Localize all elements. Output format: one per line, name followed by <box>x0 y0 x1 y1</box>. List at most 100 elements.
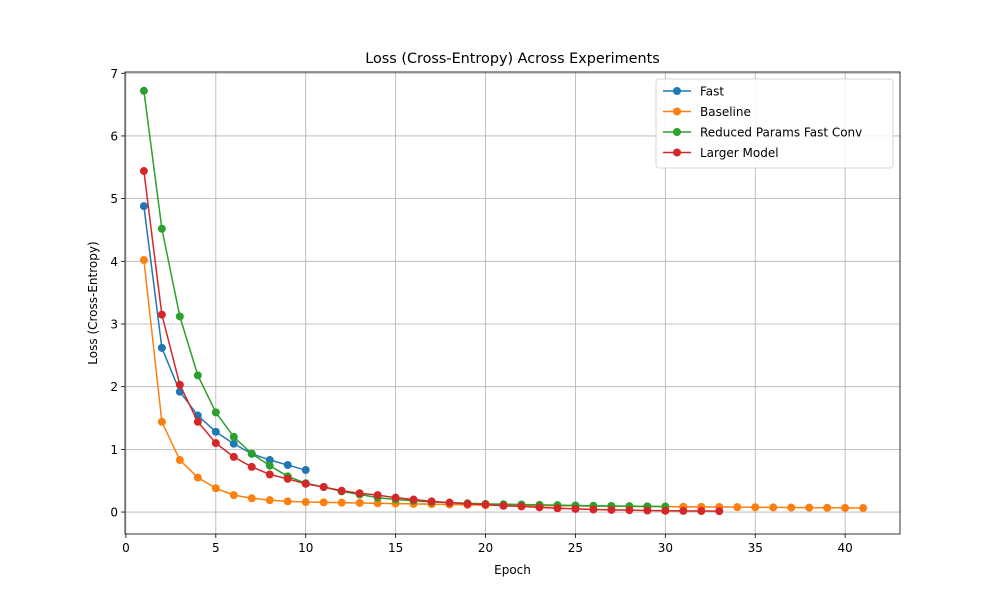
legend-entry: Reduced Params Fast Conv <box>663 125 862 139</box>
data-point <box>553 504 562 513</box>
data-point <box>193 473 202 482</box>
x-tick-label: 20 <box>478 541 493 555</box>
data-point <box>337 486 346 495</box>
data-point <box>751 503 760 512</box>
data-point <box>139 167 148 176</box>
series-layer <box>139 86 868 516</box>
legend-marker <box>673 87 681 95</box>
data-point <box>409 495 418 504</box>
x-tick-label: 40 <box>838 541 853 555</box>
legend-marker <box>673 128 681 136</box>
data-point <box>301 479 310 488</box>
data-point <box>157 224 166 233</box>
plot-area-frame <box>124 71 901 535</box>
data-point <box>247 494 256 503</box>
data-point <box>427 497 436 506</box>
data-point <box>211 408 220 417</box>
y-tick-label: 1 <box>110 443 118 457</box>
data-point <box>391 493 400 502</box>
data-point <box>157 310 166 319</box>
data-point <box>661 506 670 515</box>
data-point <box>229 452 238 461</box>
series-fast <box>139 202 310 475</box>
data-point <box>211 427 220 436</box>
y-tick-label: 3 <box>110 318 118 332</box>
legend-marker <box>673 148 681 157</box>
data-point <box>355 489 364 498</box>
data-point <box>373 491 382 500</box>
legend-box <box>655 78 894 169</box>
data-point <box>175 312 184 321</box>
x-axis-label: Epoch <box>494 563 531 577</box>
y-tick-label: 5 <box>110 192 118 206</box>
chart-title: Loss (Cross-Entropy) Across Experiments <box>365 51 660 67</box>
data-point <box>139 202 148 211</box>
data-point <box>715 507 724 516</box>
data-point <box>247 462 256 471</box>
data-point <box>211 439 220 448</box>
data-point <box>193 371 202 380</box>
data-point <box>517 502 526 511</box>
data-point <box>481 500 490 509</box>
data-point <box>301 466 310 475</box>
data-point <box>841 503 850 512</box>
y-axis-label: Loss (Cross-Entropy) <box>86 241 100 364</box>
data-point <box>139 256 148 265</box>
x-tick-label: 30 <box>658 541 673 555</box>
data-point <box>211 484 220 493</box>
series-line <box>143 206 306 471</box>
data-point <box>373 499 382 508</box>
data-point <box>139 86 148 95</box>
y-tick-label: 6 <box>110 129 118 143</box>
data-point <box>823 503 832 512</box>
x-tick-label: 25 <box>568 541 583 555</box>
data-point <box>787 503 796 512</box>
legend: Fast Baseline Reduced Params Fast Conv Larg… <box>655 78 894 169</box>
data-point <box>589 505 598 514</box>
legend-entry: Baseline <box>663 105 751 119</box>
axis-ticks: 0 5 10 15 20 25 30 35 40 0 1 2 3 4 5 6 7 <box>110 67 852 555</box>
data-point <box>265 461 274 470</box>
data-point <box>535 503 544 512</box>
data-point <box>697 507 706 516</box>
data-point <box>265 470 274 479</box>
data-point <box>247 449 256 458</box>
data-point <box>157 417 166 426</box>
data-point <box>283 474 292 483</box>
legend-label: Larger Model <box>700 146 779 160</box>
legend-label: Baseline <box>700 105 751 119</box>
data-point <box>229 432 238 441</box>
legend-label: Fast <box>700 84 724 98</box>
data-point <box>607 505 616 514</box>
data-point <box>265 456 274 465</box>
y-tick-label: 7 <box>110 67 118 81</box>
data-point <box>283 497 292 506</box>
data-point <box>643 506 652 515</box>
legend-label: Reduced Params Fast Conv <box>700 125 862 139</box>
data-point <box>805 503 814 512</box>
x-tick-label: 10 <box>298 541 313 555</box>
data-point <box>769 503 778 512</box>
data-point <box>571 504 580 513</box>
data-point <box>625 506 634 515</box>
data-point <box>301 498 310 507</box>
legend-marker <box>673 107 681 116</box>
data-point <box>859 504 868 513</box>
data-point <box>499 501 508 510</box>
data-point <box>229 439 238 448</box>
data-point <box>337 498 346 507</box>
data-point <box>463 499 472 508</box>
legend-entry: Larger Model <box>663 146 779 160</box>
data-point <box>265 496 274 505</box>
x-tick-label: 0 <box>122 541 130 555</box>
y-tick-label: 4 <box>110 255 118 269</box>
data-point <box>175 380 184 389</box>
series-larger-model <box>139 167 724 516</box>
data-point <box>319 498 328 507</box>
data-point <box>175 456 184 465</box>
data-point <box>355 498 364 507</box>
data-point <box>319 482 328 491</box>
x-tick-label: 15 <box>388 541 403 555</box>
data-point <box>445 498 454 507</box>
